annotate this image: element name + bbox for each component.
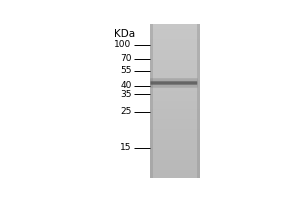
Bar xyxy=(150,93,200,96)
Text: 25: 25 xyxy=(120,107,132,116)
Bar xyxy=(150,68,200,70)
Bar xyxy=(150,75,200,78)
Bar xyxy=(150,147,200,150)
Bar xyxy=(150,104,200,106)
Bar xyxy=(150,170,200,173)
Bar xyxy=(150,37,200,39)
Bar xyxy=(150,160,200,163)
Bar xyxy=(150,111,200,114)
Bar xyxy=(150,73,200,75)
Bar xyxy=(150,32,200,34)
Bar xyxy=(150,124,200,127)
Text: 15: 15 xyxy=(120,143,132,152)
Bar xyxy=(150,52,200,55)
Bar xyxy=(150,173,200,175)
Bar xyxy=(150,27,200,29)
Bar xyxy=(150,39,200,42)
Bar xyxy=(150,129,200,132)
Bar xyxy=(150,152,200,155)
Bar xyxy=(150,91,200,93)
Bar xyxy=(150,155,200,157)
Bar xyxy=(150,83,200,86)
FancyBboxPatch shape xyxy=(151,81,197,85)
Bar xyxy=(150,42,200,45)
Bar xyxy=(150,98,200,101)
Bar xyxy=(150,175,200,178)
Bar xyxy=(150,134,200,137)
Bar xyxy=(150,96,200,98)
Bar xyxy=(150,109,200,111)
Bar xyxy=(150,157,200,160)
Bar xyxy=(150,150,200,152)
Bar xyxy=(150,78,200,80)
Text: 55: 55 xyxy=(120,66,132,75)
Bar xyxy=(150,122,200,124)
Bar xyxy=(150,55,200,57)
Bar xyxy=(150,45,200,47)
Bar xyxy=(150,50,200,52)
Text: 35: 35 xyxy=(120,90,132,99)
Bar xyxy=(150,132,200,134)
Bar xyxy=(150,29,200,32)
Bar xyxy=(150,140,200,142)
Bar xyxy=(150,47,200,50)
Bar xyxy=(150,127,200,129)
Bar xyxy=(150,165,200,168)
Bar xyxy=(150,168,200,170)
Bar xyxy=(150,137,200,140)
Bar xyxy=(150,142,200,145)
Text: KDa: KDa xyxy=(114,29,135,39)
Bar xyxy=(150,88,200,91)
Text: 40: 40 xyxy=(120,81,132,90)
Bar xyxy=(150,24,153,178)
Bar xyxy=(150,101,200,104)
Bar xyxy=(150,57,200,60)
Bar xyxy=(150,114,200,116)
Bar xyxy=(150,62,200,65)
Bar xyxy=(150,119,200,122)
Bar xyxy=(150,86,200,88)
Bar xyxy=(150,106,200,109)
Bar xyxy=(197,24,200,178)
Text: 70: 70 xyxy=(120,54,132,63)
Bar xyxy=(150,60,200,62)
Text: 100: 100 xyxy=(114,40,132,49)
FancyBboxPatch shape xyxy=(150,78,198,88)
Bar xyxy=(150,70,200,73)
Bar xyxy=(150,65,200,68)
Bar xyxy=(150,24,200,27)
Bar xyxy=(150,116,200,119)
Bar xyxy=(150,145,200,147)
Bar xyxy=(150,34,200,37)
Bar xyxy=(150,80,200,83)
Bar xyxy=(150,163,200,165)
